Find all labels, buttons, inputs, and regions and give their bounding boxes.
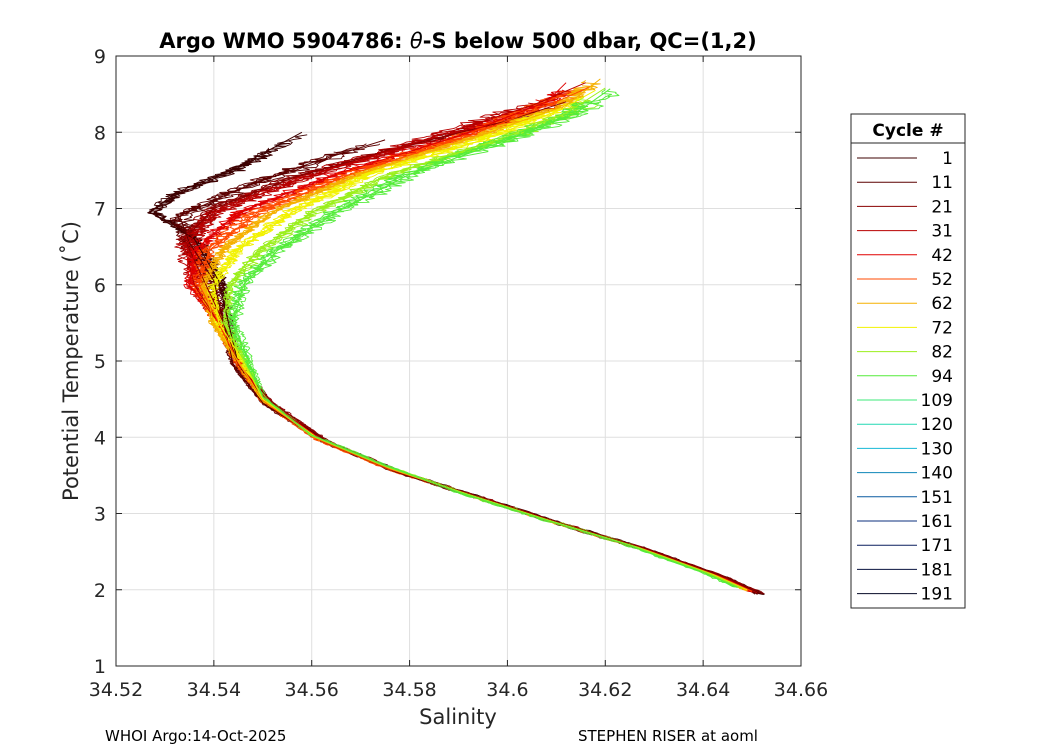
legend-label: 82 [931, 343, 953, 363]
x-tick-label: 34.6 [486, 679, 528, 701]
legend-entry-130: 130 [857, 439, 953, 459]
legend-entry-1: 1 [857, 149, 953, 169]
series-main-cycle-94 [232, 88, 738, 588]
legend-label: 181 [921, 560, 953, 580]
legend-entry-109: 109 [857, 391, 953, 411]
y-tick-label: 8 [94, 122, 106, 144]
legend-label: 11 [931, 173, 953, 193]
legend-box [850, 113, 966, 609]
legend-label: 1 [942, 149, 953, 169]
legend-title: Cycle # [872, 121, 943, 141]
legend-entry-52: 52 [857, 270, 953, 290]
legend-label: 52 [931, 270, 953, 290]
y-axis-label: Potential Temperature (˚C) [59, 221, 83, 501]
legend-label: 161 [921, 512, 953, 532]
legend: Cycle # 11121314252627282941091201301401… [850, 113, 966, 609]
legend-label: 191 [921, 585, 953, 605]
y-tick-label: 6 [94, 275, 106, 297]
x-tick-label: 34.64 [676, 679, 730, 701]
plot-area: 34.52 34.54 34.56 34.58 34.6 34.62 34.64 34.66 … [89, 46, 828, 701]
legend-entry-120: 120 [857, 415, 953, 435]
y-tick-label: 2 [94, 580, 106, 602]
y-tick-label: 3 [94, 504, 106, 526]
legend-label: 94 [931, 367, 953, 387]
y-tick-label: 4 [94, 427, 106, 449]
x-tick-label: 34.52 [89, 679, 143, 701]
chart-title: Argo WMO 5904786: θ-S below 500 dbar, QC… [159, 29, 756, 53]
legend-entry-151: 151 [857, 488, 953, 508]
legend-label: 171 [921, 536, 953, 556]
legend-entry-171: 171 [857, 536, 953, 556]
legend-label: 72 [931, 318, 953, 338]
y-tick-label: 5 [94, 351, 106, 373]
legend-entry-72: 72 [857, 318, 953, 338]
y-tick-label: 9 [94, 46, 106, 68]
legend-entry-21: 21 [857, 197, 953, 217]
legend-label: 151 [921, 488, 953, 508]
legend-label: 42 [931, 246, 953, 266]
x-tick-label: 34.62 [578, 679, 632, 701]
legend-entry-62: 62 [857, 294, 953, 314]
legend-entry-181: 181 [857, 560, 953, 580]
legend-label: 31 [931, 222, 953, 242]
x-axis-label: Salinity [419, 705, 497, 729]
footer-left: WHOI Argo:14-Oct-2025 [105, 727, 286, 745]
y-axis-ticks: 1 2 3 4 5 6 7 8 9 [94, 46, 801, 678]
x-axis-ticks: 34.52 34.54 34.56 34.58 34.6 34.62 34.64 34.66 [89, 56, 828, 701]
series-main-cycle-82 [223, 87, 743, 589]
y-tick-label: 1 [94, 656, 106, 678]
legend-label: 140 [921, 464, 953, 484]
legend-entry-94: 94 [857, 367, 953, 387]
legend-entry-11: 11 [857, 173, 953, 193]
legend-label: 62 [931, 294, 953, 314]
series-group [147, 78, 765, 596]
legend-label: 21 [931, 197, 953, 217]
series-line-cycle-94 [227, 99, 736, 588]
x-tick-label: 34.56 [285, 679, 339, 701]
legend-label: 109 [921, 391, 953, 411]
legend-entry-31: 31 [857, 222, 953, 242]
legend-entry-161: 161 [857, 512, 953, 532]
legend-entry-191: 191 [857, 585, 953, 605]
legend-items: 1112131425262728294109120130140151161171… [857, 149, 953, 605]
x-tick-label: 34.58 [382, 679, 436, 701]
y-tick-label: 7 [94, 199, 106, 221]
legend-entry-140: 140 [857, 464, 953, 484]
legend-entry-82: 82 [857, 343, 953, 363]
legend-entry-42: 42 [857, 246, 953, 266]
x-tick-label: 34.66 [774, 679, 828, 701]
x-tick-label: 34.54 [187, 679, 241, 701]
legend-label: 130 [921, 439, 953, 459]
footer-right: STEPHEN RISER at aoml [578, 727, 758, 745]
legend-label: 120 [921, 415, 953, 435]
